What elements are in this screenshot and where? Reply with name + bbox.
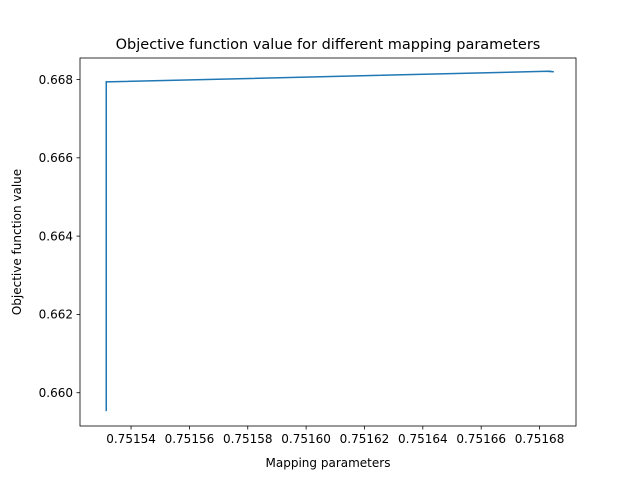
y-tick-label: 0.668 bbox=[39, 73, 73, 87]
chart-title: Objective function value for different m… bbox=[116, 37, 541, 53]
y-axis: 0.660 0.662 0.664 0.666 0.668 bbox=[39, 73, 80, 400]
y-tick-label: 0.666 bbox=[39, 151, 73, 165]
plot-frame bbox=[79, 57, 577, 427]
plot-area bbox=[105, 70, 554, 412]
x-axis-label: Mapping parameters bbox=[266, 456, 391, 470]
x-tick-label: 0.75160 bbox=[281, 432, 331, 446]
x-tick-label: 0.75164 bbox=[398, 432, 448, 446]
series-line bbox=[105, 70, 554, 412]
x-tick-label: 0.75166 bbox=[456, 432, 506, 446]
y-axis-label: Objective function value bbox=[10, 169, 24, 315]
x-tick-label: 0.75154 bbox=[106, 432, 156, 446]
x-tick-label: 0.75168 bbox=[515, 432, 565, 446]
x-tick-label: 0.75162 bbox=[340, 432, 390, 446]
y-tick-label: 0.662 bbox=[39, 308, 73, 322]
x-tick-label: 0.75158 bbox=[223, 432, 273, 446]
x-tick-label: 0.75156 bbox=[165, 432, 215, 446]
x-axis: 0.75154 0.75156 0.75158 0.75160 0.75162 0.751… bbox=[106, 426, 564, 446]
y-tick-label: 0.664 bbox=[39, 229, 73, 243]
y-tick-label: 0.660 bbox=[39, 386, 73, 400]
